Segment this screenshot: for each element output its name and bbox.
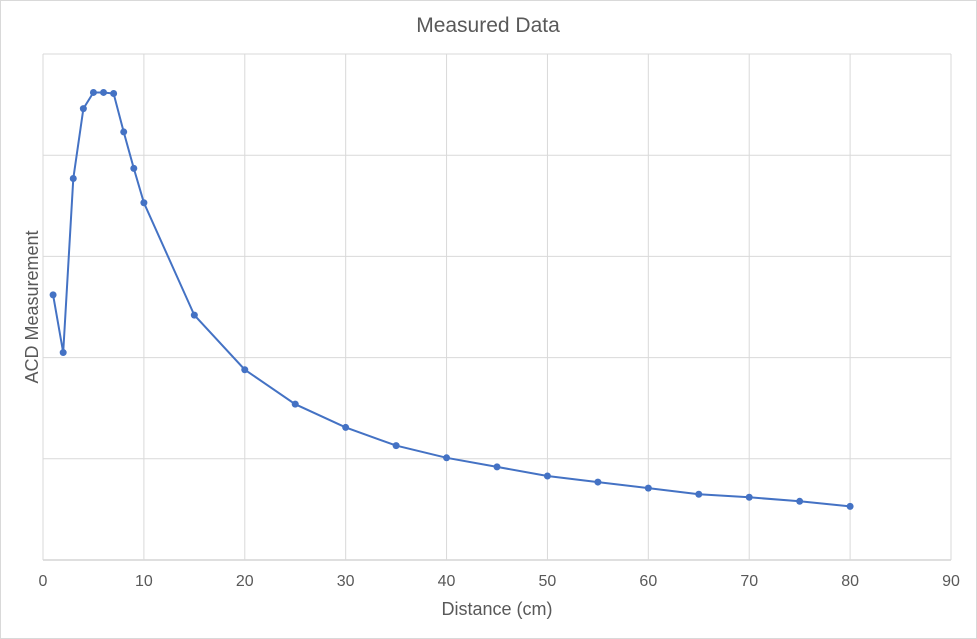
data-point <box>594 478 602 486</box>
chart-title: Measured Data <box>416 14 560 37</box>
data-point <box>49 291 57 299</box>
data-point <box>342 423 350 431</box>
data-point <box>796 497 804 505</box>
data-point <box>695 490 703 498</box>
data-point <box>291 400 299 408</box>
data-point <box>392 442 400 450</box>
data-point <box>100 88 108 96</box>
data-point <box>69 174 77 182</box>
data-point <box>79 105 87 113</box>
data-point <box>493 463 501 471</box>
x-tick-label: 50 <box>539 573 557 590</box>
data-point <box>745 493 753 501</box>
data-point <box>443 454 451 462</box>
data-point <box>140 199 148 207</box>
x-tick-label: 40 <box>438 573 456 590</box>
data-point <box>130 164 138 172</box>
x-tick-label: 60 <box>639 573 657 590</box>
data-point <box>59 349 67 357</box>
y-axis-title: ACD Measurement <box>22 230 42 383</box>
data-point <box>120 128 128 136</box>
x-tick-label: 80 <box>841 573 859 590</box>
data-point <box>846 502 854 510</box>
x-tick-label: 30 <box>337 573 355 590</box>
x-tick-label: 0 <box>39 573 48 590</box>
data-point <box>190 311 198 319</box>
data-point <box>110 89 118 97</box>
data-points <box>49 88 854 510</box>
data-point <box>89 88 97 96</box>
gridlines <box>42 53 952 561</box>
series-line <box>52 91 851 508</box>
x-tick-label: 10 <box>135 573 153 590</box>
x-tick-labels: 0 10 20 30 40 50 60 70 80 90 <box>39 573 960 590</box>
x-tick-label: 20 <box>236 573 254 590</box>
data-point <box>241 366 249 374</box>
data-point <box>644 484 652 492</box>
data-point <box>543 472 551 480</box>
x-tick-label: 90 <box>942 573 960 590</box>
x-axis-title: Distance (cm) <box>441 599 552 619</box>
x-tick-label: 70 <box>740 573 758 590</box>
